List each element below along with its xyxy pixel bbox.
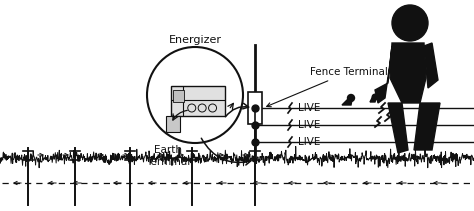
FancyBboxPatch shape xyxy=(173,89,184,102)
Text: Energizer: Energizer xyxy=(168,35,221,45)
Polygon shape xyxy=(424,43,438,88)
Text: LIVE: LIVE xyxy=(298,120,320,130)
Polygon shape xyxy=(342,99,352,105)
Polygon shape xyxy=(414,103,440,150)
Circle shape xyxy=(392,5,428,41)
Text: Earth
Terminal: Earth Terminal xyxy=(146,145,190,167)
FancyBboxPatch shape xyxy=(248,92,262,124)
FancyBboxPatch shape xyxy=(166,116,180,132)
Polygon shape xyxy=(390,43,426,103)
Circle shape xyxy=(347,95,355,101)
Text: LIVE: LIVE xyxy=(298,137,320,147)
Polygon shape xyxy=(370,98,376,102)
Circle shape xyxy=(372,94,378,100)
Text: Fence Terminal: Fence Terminal xyxy=(267,67,388,107)
Text: LIVE: LIVE xyxy=(298,103,320,113)
FancyBboxPatch shape xyxy=(171,86,225,116)
Polygon shape xyxy=(388,103,408,153)
Polygon shape xyxy=(375,46,392,103)
